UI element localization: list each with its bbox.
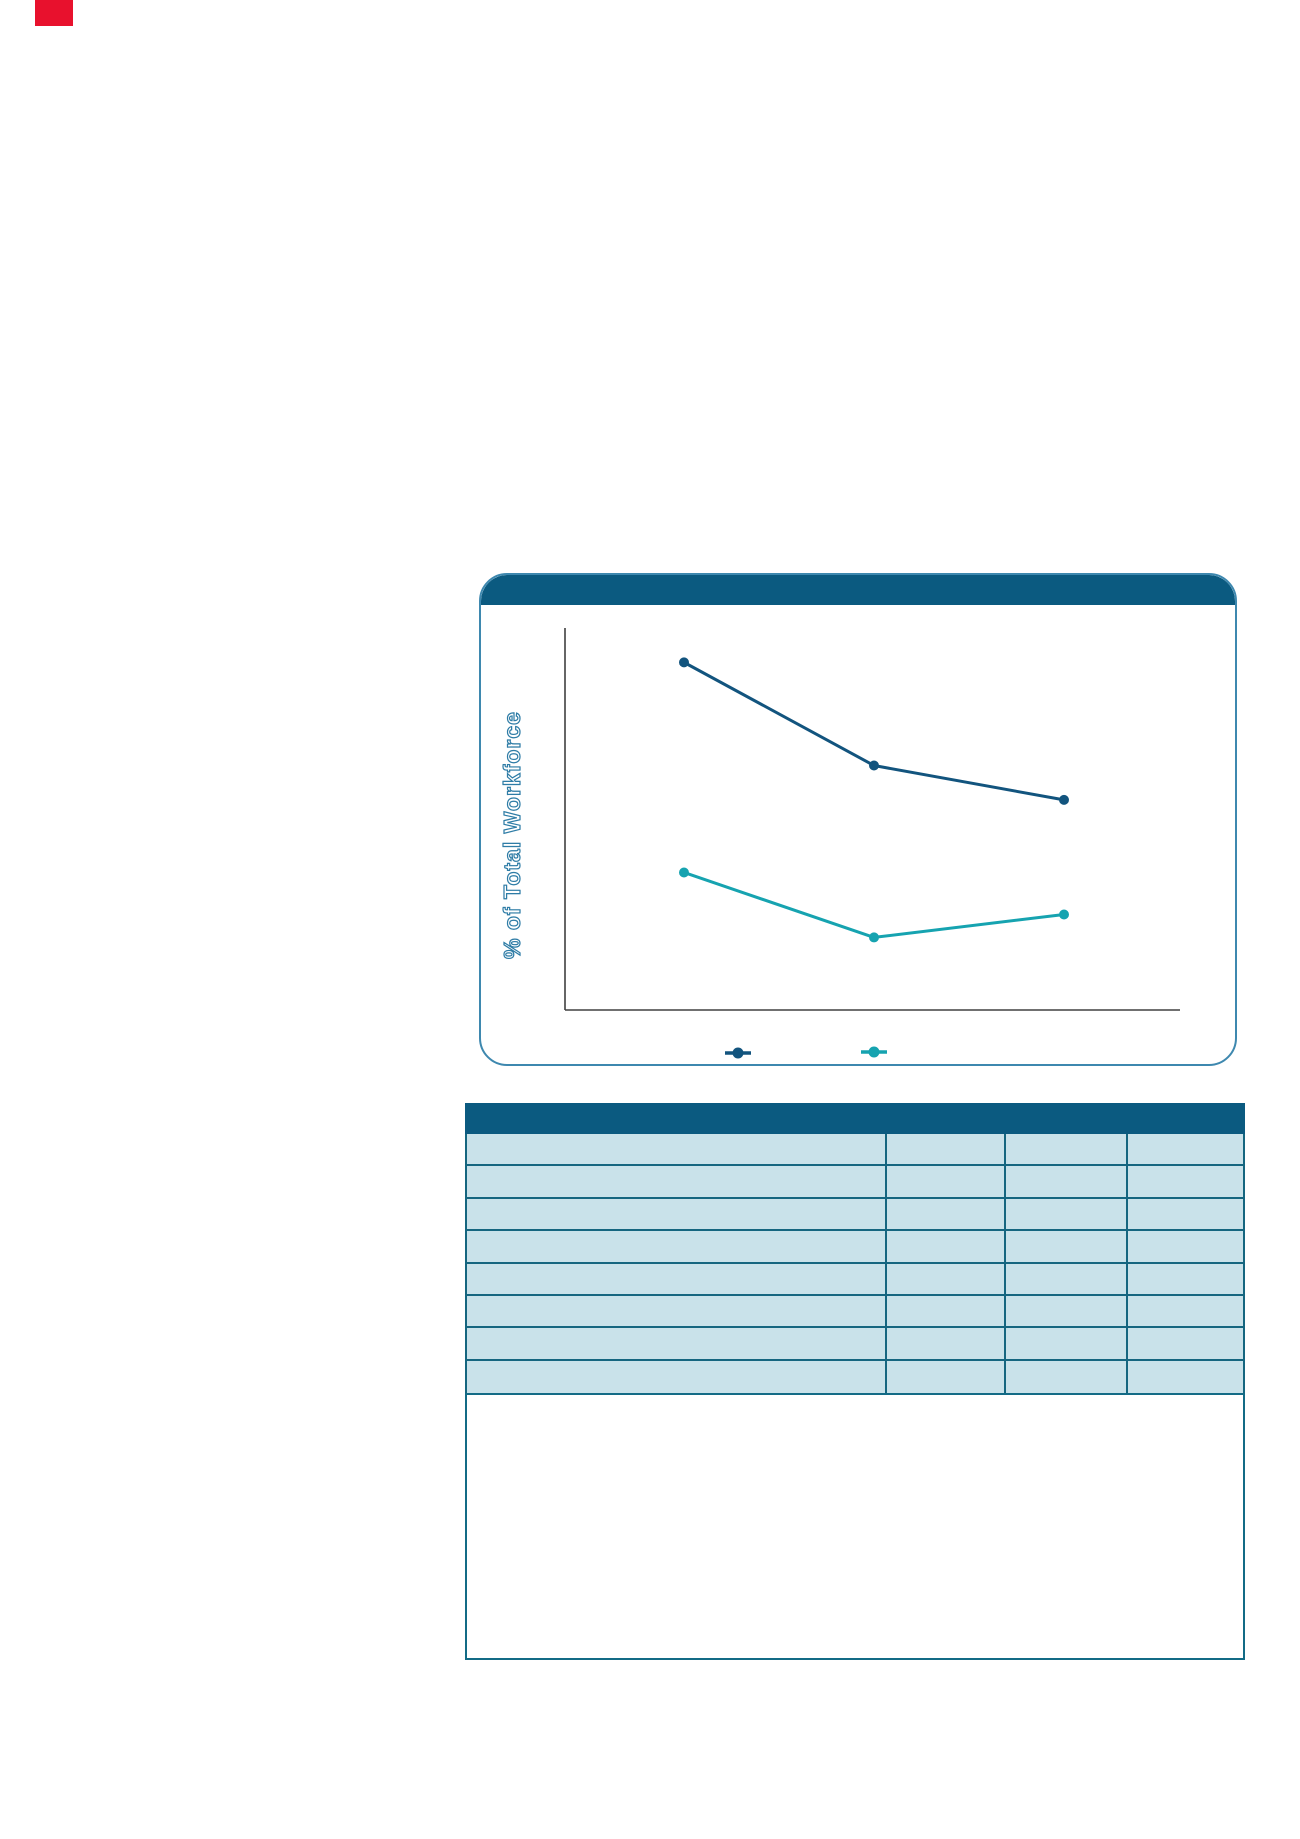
table-cell	[1128, 1360, 1245, 1394]
red-corner-marker	[35, 0, 73, 26]
table-row	[467, 1328, 1245, 1361]
table-cell	[1128, 1328, 1245, 1361]
table-cell	[1006, 1134, 1128, 1167]
table-cell	[467, 1198, 887, 1232]
table-cell	[887, 1328, 1006, 1361]
table-body	[465, 1134, 1245, 1394]
table-cell	[1128, 1166, 1245, 1199]
table-row	[467, 1360, 1245, 1394]
table-cell	[887, 1231, 1006, 1264]
table-cell	[467, 1166, 887, 1199]
table-cell	[1006, 1295, 1128, 1329]
table-cell	[1006, 1360, 1128, 1394]
notes-box	[465, 1393, 1245, 1660]
table-cell	[1128, 1198, 1245, 1232]
table-cell	[887, 1198, 1006, 1232]
table-row	[467, 1263, 1245, 1296]
y-axis-label: % of Total Workforce	[498, 710, 525, 959]
table-row	[467, 1198, 1245, 1232]
table-cell	[467, 1263, 887, 1296]
table-cell	[467, 1231, 887, 1264]
table-cell	[1128, 1263, 1245, 1296]
table-row	[467, 1166, 1245, 1199]
table-header-row	[465, 1103, 1245, 1134]
table-cell	[467, 1134, 887, 1167]
table-cell	[887, 1263, 1006, 1296]
table-row	[467, 1231, 1245, 1264]
table-cell	[887, 1166, 1006, 1199]
table-cell	[467, 1328, 887, 1361]
table-cell	[467, 1360, 887, 1394]
table-cell	[887, 1360, 1006, 1394]
table-cell	[1006, 1166, 1128, 1199]
table-cell	[887, 1295, 1006, 1329]
table-cell	[1006, 1198, 1128, 1232]
table-cell	[467, 1295, 887, 1329]
table-cell	[1006, 1231, 1128, 1264]
table-cell	[1128, 1295, 1245, 1329]
table-cell	[887, 1134, 1006, 1167]
table-cell	[1128, 1231, 1245, 1264]
table-cell	[1006, 1328, 1128, 1361]
chart-card	[479, 573, 1237, 1066]
data-table	[465, 1103, 1245, 1394]
table-cell	[1128, 1134, 1245, 1167]
table-cell	[1006, 1263, 1128, 1296]
table-row	[467, 1295, 1245, 1329]
table-row	[467, 1134, 1245, 1167]
chart-card-header-bar	[481, 575, 1235, 605]
